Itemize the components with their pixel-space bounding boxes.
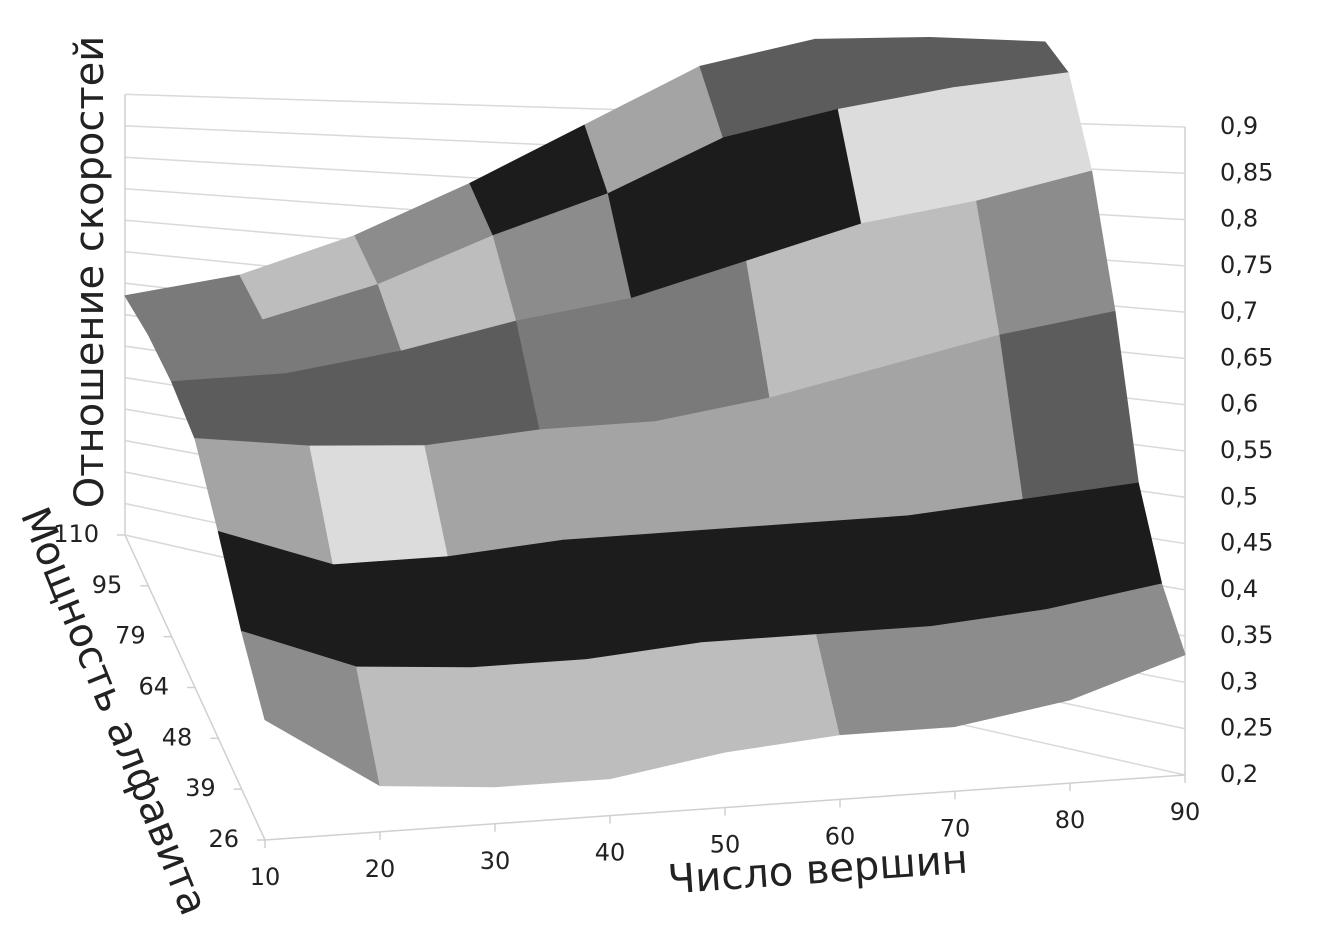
surface-cell (792, 515, 933, 636)
surface-cell (884, 334, 1024, 517)
z-tick-label: 0,5 (1220, 482, 1258, 510)
x-tick-label: 60 (825, 822, 856, 850)
depth-tick-label: 26 (208, 825, 239, 853)
surface-cell (424, 429, 564, 558)
z-tick-label: 0,3 (1220, 667, 1258, 695)
surface-cell (332, 556, 473, 669)
surface-cell (677, 523, 818, 644)
z-tick-label: 0,25 (1220, 714, 1273, 742)
z-tick-label: 0,35 (1220, 621, 1273, 649)
surface-cell (539, 421, 679, 541)
x-tick-label: 80 (1055, 806, 1086, 834)
surface-cell (976, 170, 1116, 336)
x-tick-label: 20 (365, 855, 396, 883)
z-axis-title: Отношение скоростей (67, 36, 113, 508)
surface-cell (999, 310, 1139, 501)
surface-cell (516, 297, 656, 431)
surface-cell (471, 659, 611, 788)
z-tick-label: 0,65 (1220, 343, 1273, 371)
z-tick-label: 0,2 (1220, 760, 1258, 788)
surface-cell (309, 445, 449, 566)
depth-tick-label: 79 (115, 622, 146, 650)
z-tick-label: 0,85 (1220, 158, 1273, 186)
depth-tick-label: 64 (138, 673, 169, 701)
z-tick-label: 0,9 (1220, 112, 1258, 140)
depth-tick-label: 110 (53, 520, 99, 548)
surface-cell (447, 539, 588, 669)
surface-cell (1046, 583, 1186, 701)
z-tick-label: 0,45 (1220, 529, 1273, 557)
z-tick-label: 0,6 (1220, 390, 1258, 418)
x-tick-label: 10 (250, 863, 281, 891)
depth-tick-label: 95 (92, 571, 123, 599)
z-tick-label: 0,7 (1220, 297, 1258, 325)
depth-tick-label: 48 (162, 723, 193, 751)
surface-cell (171, 373, 311, 447)
z-tick-label: 0,75 (1220, 251, 1273, 279)
surface-cell (356, 666, 496, 788)
z-tick-label: 0,4 (1220, 575, 1258, 603)
z-tick-label: 0,8 (1220, 205, 1258, 233)
surface-cell (816, 625, 956, 736)
x-tick-label: 90 (1170, 798, 1201, 826)
surface-cell (907, 499, 1048, 627)
surface-cell (586, 642, 726, 780)
labels: 0,2 0,25 0,3 0,35 0,4 0,45 0,5 0,55 0,6 0,65 0,7 0,… (53, 112, 1273, 891)
surface-cell (562, 531, 703, 661)
x-tick-label: 70 (940, 814, 971, 842)
depth-axis-title: Мощность алфавита (11, 501, 217, 922)
x-tick-label: 50 (710, 831, 741, 859)
x-tick-label: 40 (595, 839, 626, 867)
surface-cell (837, 87, 978, 225)
z-tick-label: 0,55 (1220, 436, 1273, 464)
surface-cell (654, 397, 794, 533)
surface (124, 36, 1186, 788)
surface-cell (931, 609, 1071, 727)
surface-cell (701, 634, 841, 753)
depth-tick-label: 39 (185, 774, 216, 802)
x-tick-label: 30 (480, 847, 511, 875)
